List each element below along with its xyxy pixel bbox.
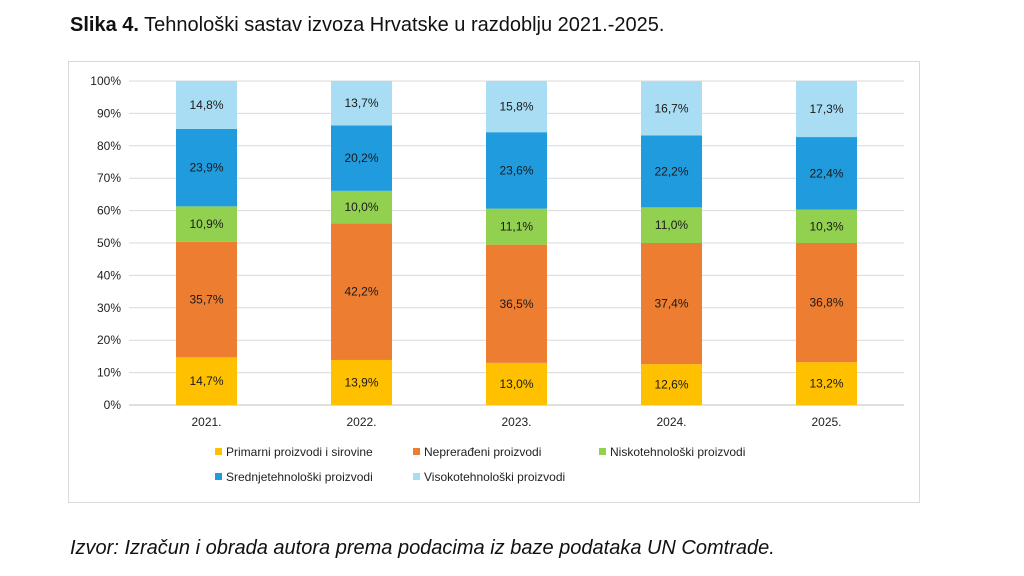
bar-segment	[176, 357, 237, 405]
bar-segment	[796, 243, 857, 363]
bar-segment	[796, 209, 857, 243]
bar-segment	[486, 132, 547, 209]
bar-segment	[796, 81, 857, 138]
data-label: 36,5%	[499, 297, 533, 311]
data-label: 10,0%	[344, 200, 378, 214]
legend-swatch	[413, 448, 420, 455]
legend-swatch	[215, 473, 222, 480]
data-label: 13,2%	[809, 377, 843, 391]
bar-segment	[796, 362, 857, 405]
bar-segment	[331, 223, 392, 360]
bar-segment	[331, 190, 392, 224]
figure-title-text: Tehnološki sastav izvoza Hrvatske u razd…	[144, 14, 665, 36]
figure-label: Slika 4.	[70, 14, 139, 36]
stacked-bar-chart: 0% 10% 20% 30% 40% 50% 60% 70% 80% 90% 100% 14,7% 35…	[90, 74, 904, 484]
legend-label: Niskotehnološki proizvodi	[610, 445, 745, 459]
bar-segment	[641, 243, 702, 365]
bar-segment	[331, 125, 392, 191]
legend-label: Primarni proizvodi i sirovine	[226, 445, 373, 459]
x-tick-label: 2025.	[811, 415, 841, 429]
x-tick-label: 2024.	[656, 415, 686, 429]
y-tick-label: 60%	[97, 204, 121, 218]
figure-title: Slika 4. Tehnološki sastav izvoza Hrvats…	[70, 12, 664, 38]
data-label: 12,6%	[654, 378, 688, 392]
data-label: 42,2%	[344, 285, 378, 299]
data-label: 11,1%	[500, 220, 533, 234]
bar-segment	[331, 359, 392, 405]
bar-segment	[486, 362, 547, 405]
y-tick-label: 90%	[97, 106, 121, 120]
y-tick-label: 30%	[97, 301, 121, 315]
x-tick-label: 2022.	[346, 415, 376, 429]
legend-swatch	[599, 448, 606, 455]
y-tick-label: 100%	[90, 74, 121, 88]
data-label: 22,2%	[654, 164, 688, 178]
data-label: 22,4%	[809, 166, 843, 180]
bar-segment	[641, 81, 702, 136]
data-label: 13,9%	[344, 375, 378, 389]
data-label: 37,4%	[654, 297, 688, 311]
bar-segment	[486, 81, 547, 133]
data-label: 17,3%	[809, 102, 843, 116]
bar-segment	[486, 208, 547, 245]
data-label: 10,3%	[809, 219, 843, 233]
data-label: 11,0%	[655, 218, 688, 232]
legend-label: Srednjetehnološki proizvodi	[226, 470, 373, 484]
bar-segment	[641, 207, 702, 243]
data-label: 10,9%	[189, 217, 223, 231]
bar-segment	[486, 244, 547, 363]
data-label: 23,9%	[189, 161, 223, 175]
x-tick-label: 2023.	[501, 415, 531, 429]
y-tick-label: 0%	[104, 398, 122, 412]
data-label: 13,0%	[499, 377, 533, 391]
data-label: 23,6%	[499, 163, 533, 177]
y-tick-label: 40%	[97, 268, 121, 282]
y-tick-label: 50%	[97, 236, 121, 250]
y-tick-label: 10%	[97, 366, 121, 380]
data-label: 36,8%	[809, 296, 843, 310]
chart-frame: 0% 10% 20% 30% 40% 50% 60% 70% 80% 90% 100% 14,7% 35…	[68, 61, 920, 503]
source-note: Izvor: Izračun i obrada autora prema pod…	[70, 537, 775, 559]
x-tick-label: 2021.	[191, 415, 221, 429]
bar-segment	[331, 81, 392, 126]
data-label: 16,7%	[654, 101, 688, 115]
data-label: 20,2%	[344, 151, 378, 165]
legend-label: Neprerađeni proizvodi	[424, 445, 541, 459]
y-tick-label: 20%	[97, 333, 121, 347]
data-label: 35,7%	[189, 293, 223, 307]
bar-segment	[176, 206, 237, 242]
bar-segment	[796, 137, 857, 210]
bar-segment	[641, 135, 702, 208]
bar-segment	[176, 241, 237, 358]
legend-swatch	[413, 473, 420, 480]
data-label: 13,7%	[344, 96, 378, 110]
legend-label: Visokotehnološki proizvodi	[424, 470, 565, 484]
data-label: 14,8%	[189, 98, 223, 112]
bar-segment	[641, 364, 702, 405]
bar-segment	[176, 81, 237, 129]
data-label: 15,8%	[499, 100, 533, 114]
y-tick-label: 70%	[97, 171, 121, 185]
bar-segment	[176, 128, 237, 207]
y-tick-label: 80%	[97, 139, 121, 153]
legend-swatch	[215, 448, 222, 455]
data-label: 14,7%	[189, 374, 223, 388]
